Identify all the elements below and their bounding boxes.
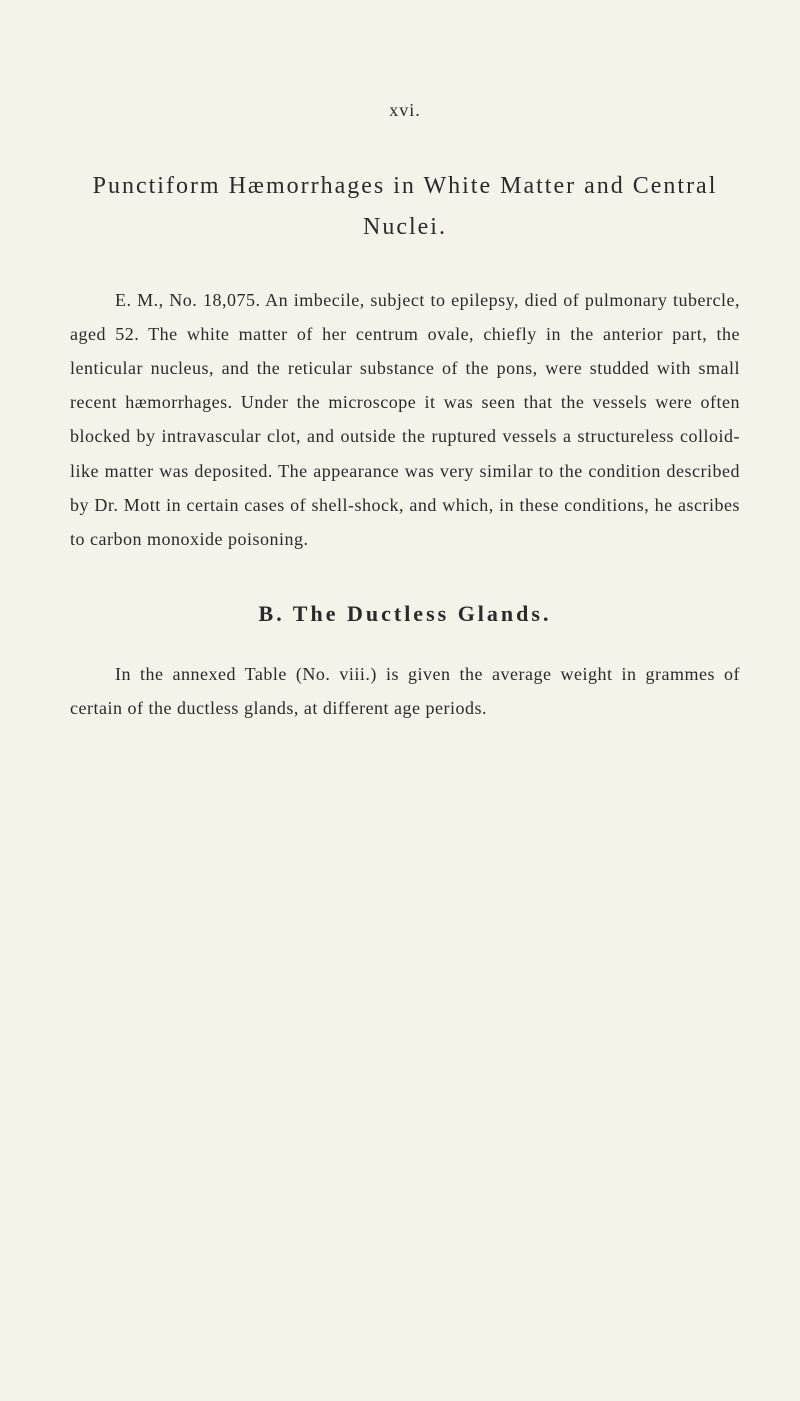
article-title: Punctiform Hæmorrhages in White Matter a… (70, 166, 740, 248)
section-heading: B. The Ductless Glands. (70, 601, 740, 627)
section-body: In the annexed Table (No. viii.) is give… (70, 657, 740, 725)
article-body: E. M., No. 18,075. An imbecile, subject … (70, 283, 740, 557)
page-number: xvi. (70, 100, 740, 121)
